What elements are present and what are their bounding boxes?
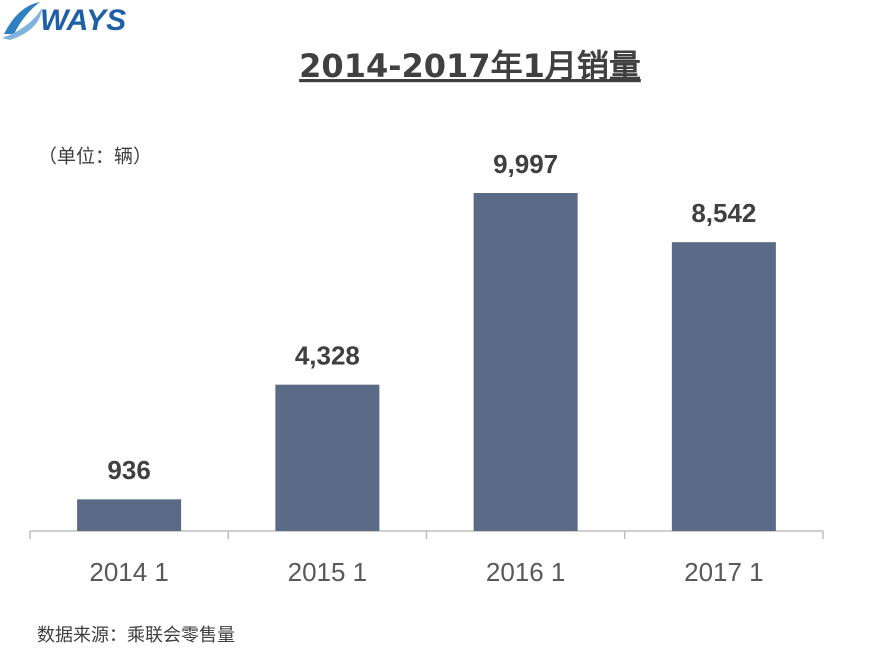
bar — [275, 384, 380, 531]
value-label: 9,997 — [493, 149, 558, 179]
chart-title: 2014-2017年1月销量 — [299, 47, 641, 85]
source-note: 数据来源：乘联会零售量 — [37, 625, 235, 646]
x-tick-label: 2015 1 — [288, 557, 368, 587]
bar — [77, 499, 182, 531]
logo-mark — [2, 8, 42, 40]
logo-mark — [4, 2, 40, 34]
bar — [671, 242, 776, 531]
logo-text: WAYS — [40, 4, 126, 37]
bar — [473, 193, 578, 531]
x-tick-label: 2017 1 — [684, 557, 764, 587]
unit-label: （单位：辆） — [38, 146, 152, 168]
x-tick-label: 2016 1 — [486, 557, 566, 587]
value-label: 936 — [107, 455, 150, 485]
value-label: 8,542 — [691, 198, 756, 228]
x-tick-label: 2014 1 — [89, 557, 169, 587]
value-label: 4,328 — [295, 341, 360, 371]
